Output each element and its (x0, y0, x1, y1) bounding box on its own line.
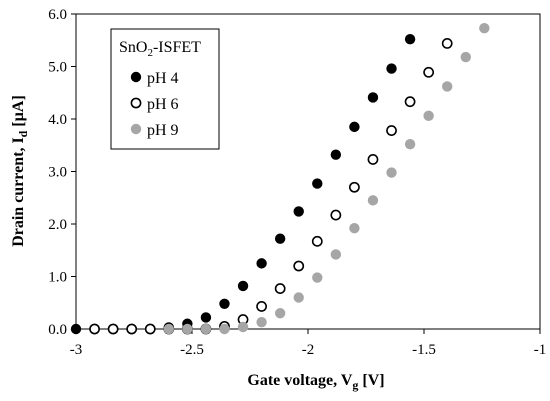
data-point (330, 249, 342, 260)
y-tick-label: 2.0 (48, 217, 67, 233)
data-point (237, 280, 249, 292)
data-point (404, 139, 416, 150)
data-point (348, 181, 360, 193)
data-point (479, 22, 490, 34)
y-axis: 0.0 1.0 2.0 3.0 4.0 5.0 6.0 (48, 7, 76, 338)
data-point (330, 209, 342, 221)
data-point (386, 125, 397, 136)
data-point (126, 323, 138, 335)
y-axis-title: Drain current, Id [µA] (10, 95, 30, 247)
data-point (460, 51, 471, 63)
data-point (89, 323, 100, 335)
data-point (423, 110, 434, 122)
data-point (441, 38, 453, 49)
x-tick-label: -3 (70, 342, 83, 358)
data-point (256, 301, 267, 312)
data-point (386, 167, 397, 178)
y-tick-label: 1.0 (48, 270, 67, 286)
legend-marker (130, 97, 142, 109)
data-point (349, 223, 360, 234)
legend: SnO2-ISFET pH 4 pH 6 pH 9 (110, 28, 220, 150)
data-point (274, 233, 286, 244)
y-tick-label: 5.0 (48, 60, 67, 76)
data-point (274, 283, 286, 294)
data-point (311, 235, 323, 247)
legend-label: pH 4 (147, 70, 179, 87)
x-tick-label: -1.5 (412, 342, 436, 358)
data-point (107, 323, 119, 335)
data-point (293, 292, 304, 303)
data-point (404, 34, 416, 45)
data-point (182, 323, 193, 335)
data-point (293, 206, 304, 217)
x-axis-title: Gate voltage, Vg [V] (247, 372, 384, 392)
legend-title: SnO2-ISFET (119, 39, 201, 59)
series-3 (163, 22, 490, 335)
data-point (349, 121, 360, 133)
data-point (200, 323, 212, 335)
y-tick-label: 4.0 (48, 112, 67, 128)
legend-entries: pH 4 pH 6 pH 9 (130, 70, 179, 139)
legend-label: pH 6 (147, 96, 179, 113)
data-point (70, 323, 82, 335)
data-point (293, 260, 305, 272)
data-point (237, 321, 249, 333)
data-point (219, 298, 230, 309)
data-point (219, 323, 230, 335)
data-point (386, 63, 397, 74)
x-axis: -3 -2.5 -2 -1.5 -1 (70, 329, 547, 358)
data-point (200, 312, 212, 323)
data-points (70, 22, 490, 335)
data-point (163, 323, 174, 335)
data-point (442, 81, 453, 92)
data-point (144, 323, 156, 335)
data-point (330, 149, 342, 160)
legend-box (110, 28, 220, 150)
y-tick-label: 0.0 (48, 322, 67, 338)
x-tick-label: -2.5 (180, 342, 204, 358)
data-point (423, 66, 435, 78)
x-tick-label: -2 (302, 342, 315, 358)
legend-marker (130, 71, 142, 83)
data-point (256, 258, 267, 269)
data-point (312, 272, 323, 283)
data-point (256, 316, 267, 328)
y-tick-label: 3.0 (48, 165, 67, 181)
data-point (367, 92, 379, 103)
data-point (404, 96, 416, 108)
y-tick-label: 6.0 (48, 7, 67, 23)
data-point (367, 154, 379, 165)
x-tick-label: -1 (534, 342, 547, 358)
data-point (367, 195, 379, 206)
legend-marker (130, 123, 142, 135)
data-point (274, 308, 286, 319)
data-point (312, 178, 323, 189)
legend-label: pH 9 (147, 122, 179, 139)
